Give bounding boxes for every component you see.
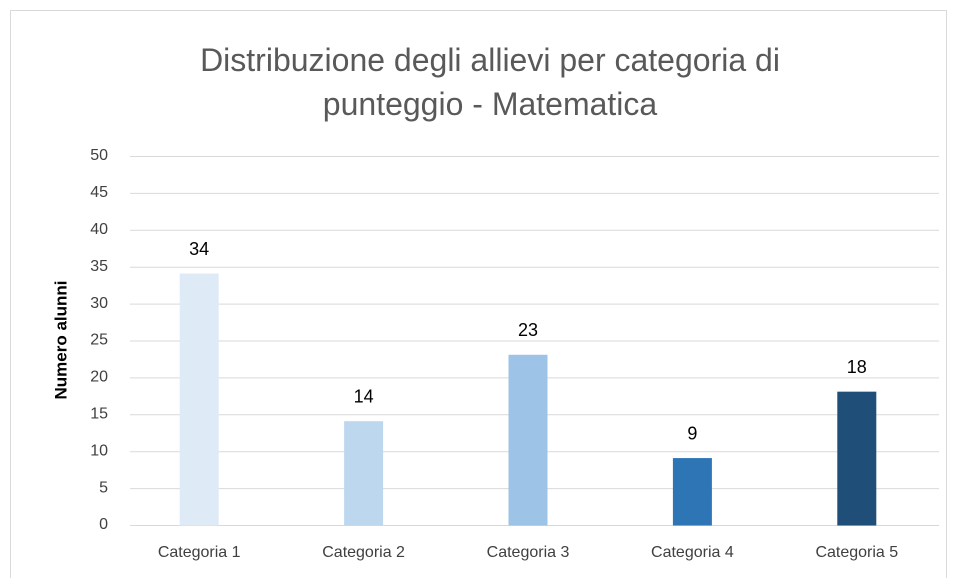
- data-label: 34: [189, 239, 209, 259]
- x-tick-label: Categoria 4: [651, 544, 734, 561]
- data-label: 18: [847, 357, 867, 377]
- bar: [672, 458, 712, 526]
- y-tick-label: 35: [90, 258, 108, 275]
- x-tick-label: Categoria 5: [815, 544, 898, 561]
- y-axis-label: Numero alunni: [51, 280, 70, 399]
- y-tick-label: 20: [90, 369, 108, 386]
- y-tick-label: 40: [90, 221, 108, 238]
- x-tick-label: Categoria 2: [322, 544, 405, 561]
- data-label: 14: [354, 386, 374, 406]
- y-tick-label: 10: [90, 442, 108, 459]
- y-tick-label: 50: [90, 147, 108, 164]
- chart-title: Distribuzione degli allievi per categori…: [200, 42, 780, 122]
- x-tick-label: Categoria 3: [487, 544, 570, 561]
- y-tick-label: 0: [99, 516, 108, 533]
- y-tick-label: 25: [90, 332, 108, 349]
- x-tick-label: Categoria 1: [158, 544, 241, 561]
- y-tick-label: 15: [90, 406, 108, 423]
- y-tick-label: 45: [90, 184, 108, 201]
- bar: [837, 391, 877, 526]
- bar: [179, 273, 219, 526]
- bar: [508, 354, 548, 526]
- y-tick-label: 5: [99, 479, 108, 496]
- chart-border: [10, 10, 947, 578]
- bar: [344, 421, 384, 526]
- data-label: 23: [518, 320, 538, 340]
- data-label: 9: [687, 423, 697, 443]
- y-tick-label: 30: [90, 295, 108, 312]
